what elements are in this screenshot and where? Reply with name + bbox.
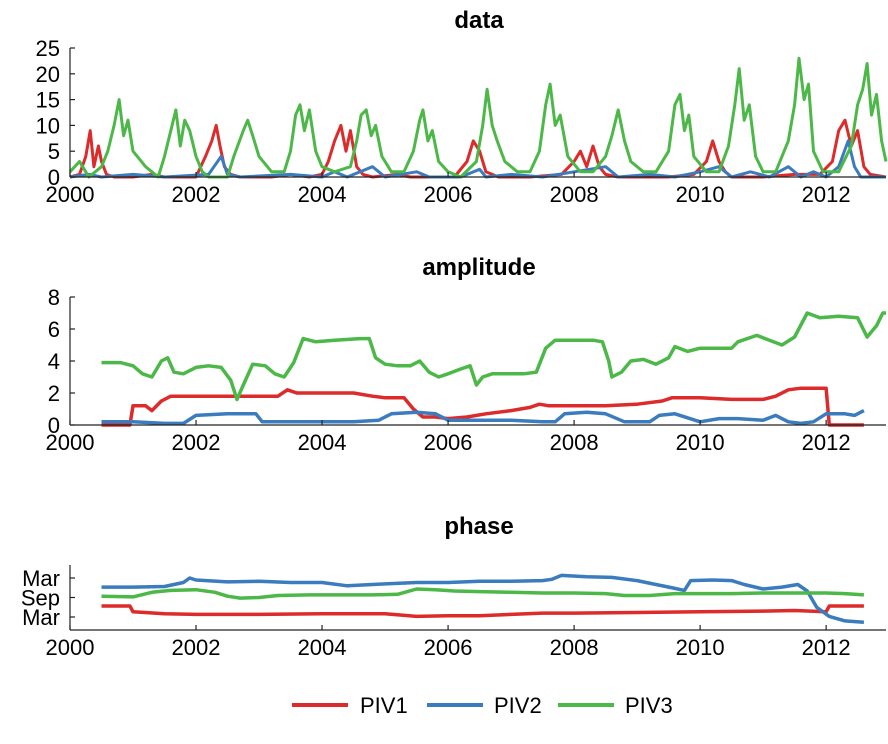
amplitude-x-tick-label: 2008 xyxy=(550,430,599,455)
phase-x-tick-label: 2002 xyxy=(172,635,221,660)
data-x-tick-label: 2010 xyxy=(676,182,725,207)
phase-x-tick-label: 2012 xyxy=(802,635,851,660)
phase-y-tick-label: Mar xyxy=(22,566,60,591)
phase-panel-title: phase xyxy=(444,513,513,540)
data-series-piv3 xyxy=(68,56,888,179)
amplitude-x-tick-label: 2002 xyxy=(172,430,221,455)
phase-x-tick-label: 2010 xyxy=(676,635,725,660)
amplitude-y-tick-label: 2 xyxy=(48,381,60,406)
amplitude-series-piv3 xyxy=(101,311,886,402)
amplitude-x-tick-label: 2006 xyxy=(424,430,473,455)
amplitude-y-tick-label: 6 xyxy=(48,317,60,342)
amplitude-x-tick-label: 2012 xyxy=(802,430,851,455)
amplitude-x-tick-label: 2004 xyxy=(298,430,347,455)
amplitude-x-tick-label: 2000 xyxy=(46,430,95,455)
data-x-tick-label: 2008 xyxy=(550,182,599,207)
data-y-tick-label: 20 xyxy=(36,62,60,87)
amplitude-y-tick-label: 0 xyxy=(48,413,60,438)
phase-x-tick-label: 2008 xyxy=(550,635,599,660)
legend-label-piv2: PIV2 xyxy=(494,693,542,718)
data-x-tick-label: 2002 xyxy=(172,182,221,207)
legend-label-piv3: PIV3 xyxy=(625,693,673,718)
phase-series-piv2 xyxy=(101,573,865,624)
phase-x-tick-label: 2006 xyxy=(424,635,473,660)
data-panel-title: data xyxy=(454,7,504,34)
data-y-tick-label: 10 xyxy=(36,113,60,138)
amplitude-series-piv2 xyxy=(101,409,865,426)
phase-panel: phase 2000 2002 2004 2006 2008 2010 2012 MarSep… xyxy=(21,513,886,660)
phase-y-tick-label: Mar xyxy=(22,605,60,630)
legend: PIV1 PIV2 PIV3 xyxy=(292,693,673,718)
data-y-tick-label: 0 xyxy=(48,165,60,190)
amplitude-y-tick-label: 4 xyxy=(48,349,60,374)
data-x-tick-label: 2006 xyxy=(424,182,473,207)
legend-label-piv1: PIV1 xyxy=(360,693,408,718)
data-y-tick-label: 15 xyxy=(36,88,60,113)
amplitude-x-tick-label: 2010 xyxy=(676,430,725,455)
phase-series-piv1 xyxy=(101,604,864,619)
data-x-tick-label: 2000 xyxy=(46,182,95,207)
phase-x-tick-label: 2004 xyxy=(298,635,347,660)
amplitude-panel-title: amplitude xyxy=(422,254,535,281)
phase-x-tick-label: 2000 xyxy=(46,635,95,660)
phase-y-tick-label: Sep xyxy=(21,586,60,611)
amplitude-y-tick-label: 8 xyxy=(48,285,60,310)
data-y-tick-label: 25 xyxy=(36,36,60,61)
data-y-tick-label: 5 xyxy=(48,139,60,164)
phase-series-piv3 xyxy=(101,587,865,600)
data-x-tick-label: 2012 xyxy=(802,182,851,207)
data-panel: data 2000 2002 2004 2006 2008 2010 20120510152… xyxy=(36,7,888,207)
data-series-piv2 xyxy=(69,139,886,179)
data-x-tick-label: 2004 xyxy=(298,182,347,207)
amplitude-panel: amplitude 2000 2002 2004 2006 2008 2010 2012 0 2… xyxy=(46,254,886,455)
